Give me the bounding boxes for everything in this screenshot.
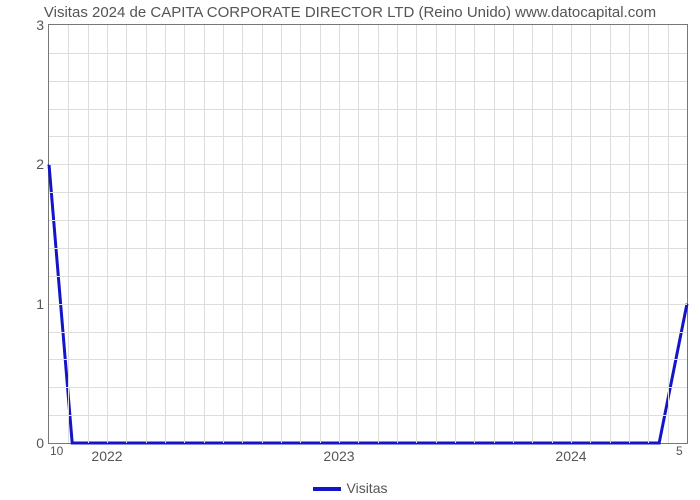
y-tick-label: 0: [4, 435, 44, 451]
left-end-label: 10: [50, 444, 63, 458]
right-end-label: 5: [676, 444, 683, 458]
legend: Visitas: [0, 480, 700, 496]
y-tick-label: 3: [4, 17, 44, 33]
x-tick-label: 2022: [91, 448, 122, 464]
chart-container: Visitas 2024 de CAPITA CORPORATE DIRECTO…: [0, 0, 700, 500]
legend-swatch: [313, 487, 341, 491]
plot-area: [48, 24, 688, 444]
x-tick-label: 2023: [323, 448, 354, 464]
chart-title: Visitas 2024 de CAPITA CORPORATE DIRECTO…: [0, 4, 700, 21]
y-tick-label: 1: [4, 296, 44, 312]
legend-label: Visitas: [347, 480, 388, 496]
y-tick-label: 2: [4, 156, 44, 172]
x-tick-label: 2024: [555, 448, 586, 464]
